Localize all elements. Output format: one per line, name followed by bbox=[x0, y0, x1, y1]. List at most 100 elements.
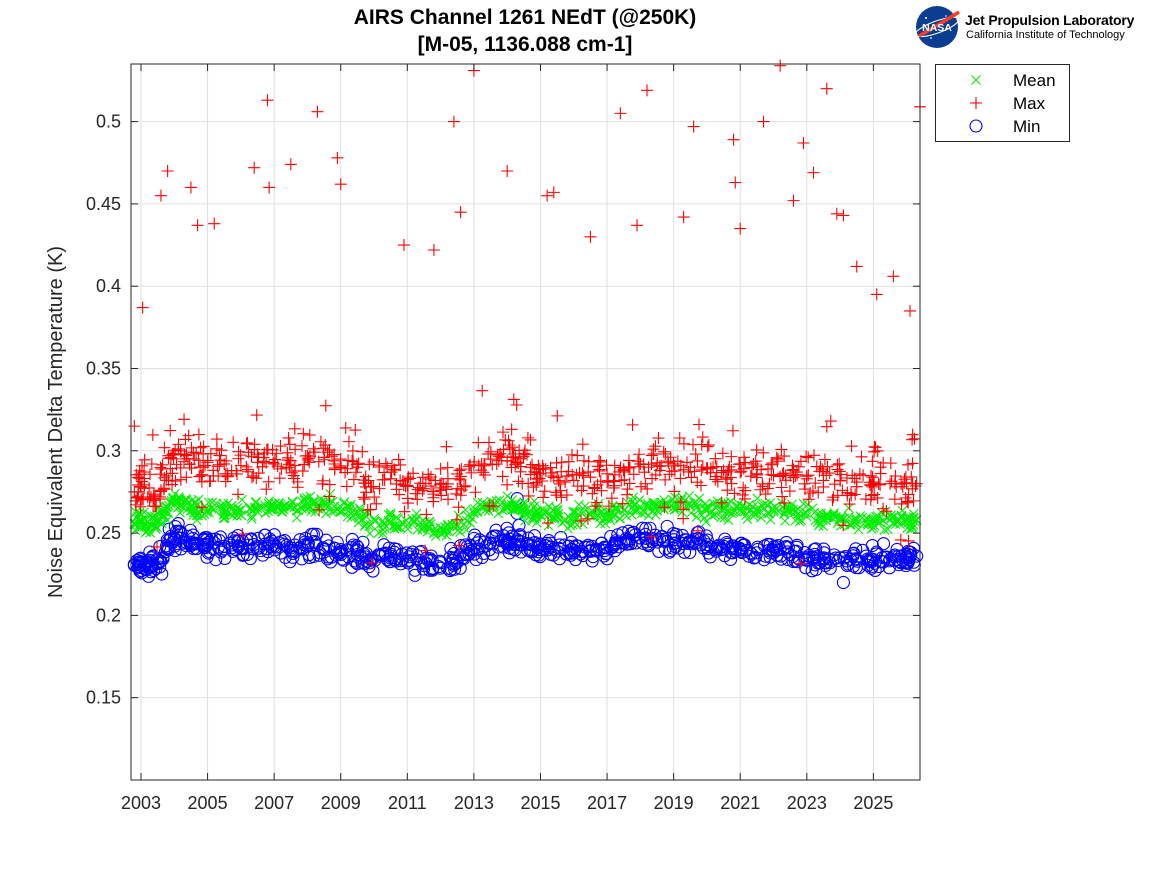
data-point-mean bbox=[441, 526, 452, 537]
data-point-min bbox=[736, 538, 750, 552]
data-point-min bbox=[521, 531, 535, 545]
data-point-max bbox=[554, 484, 567, 497]
data-point-mean bbox=[289, 502, 299, 513]
data-point-max bbox=[144, 468, 157, 481]
data-point-max bbox=[645, 449, 658, 462]
data-point-max bbox=[813, 465, 826, 478]
data-point-mean bbox=[824, 512, 834, 522]
data-point-min bbox=[837, 551, 851, 565]
data-point-max bbox=[192, 428, 205, 441]
data-point-min bbox=[433, 561, 447, 575]
data-point-max bbox=[689, 448, 702, 461]
data-point-min bbox=[817, 546, 831, 560]
outlier-point-max bbox=[154, 189, 167, 202]
data-point-mean bbox=[151, 522, 162, 532]
data-point-mean bbox=[173, 491, 184, 502]
data-point-max bbox=[834, 474, 847, 487]
data-point-mean bbox=[326, 506, 337, 517]
data-point-max bbox=[365, 480, 378, 493]
data-point-max bbox=[183, 458, 196, 471]
data-point-min bbox=[246, 542, 260, 556]
data-point-max bbox=[641, 482, 654, 495]
data-point-max bbox=[754, 483, 767, 496]
data-point-max bbox=[896, 480, 909, 493]
series-max bbox=[128, 59, 926, 570]
data-point-mean bbox=[211, 498, 222, 509]
data-point-max bbox=[196, 468, 209, 481]
data-point-max bbox=[907, 494, 920, 507]
data-point-min bbox=[222, 536, 237, 550]
data-point-max bbox=[674, 472, 687, 485]
data-point-max bbox=[575, 514, 588, 527]
data-point-max bbox=[906, 477, 919, 490]
data-point-max bbox=[895, 478, 908, 491]
data-point-max bbox=[510, 399, 523, 412]
data-point-max bbox=[715, 496, 728, 509]
data-point-mean bbox=[691, 512, 702, 522]
outlier-point-max bbox=[734, 222, 747, 235]
data-point-max bbox=[774, 470, 787, 483]
data-point-max bbox=[323, 478, 336, 491]
outlier-point-max bbox=[687, 120, 700, 133]
data-point-min bbox=[643, 521, 657, 535]
data-point-max bbox=[549, 486, 562, 499]
outlier-point-max bbox=[427, 243, 440, 256]
data-point-max bbox=[393, 488, 406, 501]
data-point-min bbox=[485, 547, 500, 561]
data-point-min bbox=[468, 528, 482, 542]
data-point-mean bbox=[876, 507, 887, 518]
data-point-max bbox=[608, 468, 621, 481]
y-tick-label: 0.15 bbox=[86, 688, 121, 708]
data-point-mean bbox=[573, 499, 584, 510]
data-point-max bbox=[695, 463, 708, 476]
data-point-max bbox=[761, 482, 774, 495]
outlier-point-max bbox=[787, 194, 800, 207]
data-point-mean bbox=[723, 515, 734, 526]
data-point-max bbox=[465, 466, 478, 479]
data-point-min bbox=[877, 537, 891, 551]
data-point-mean bbox=[264, 496, 275, 507]
outlier-point-max bbox=[807, 166, 820, 179]
data-point-min bbox=[621, 532, 635, 546]
data-point-min bbox=[401, 556, 415, 570]
data-point-max bbox=[402, 471, 415, 484]
outlier-point-max bbox=[454, 206, 467, 219]
data-point-max bbox=[739, 456, 752, 469]
data-point-max bbox=[833, 457, 846, 470]
outlier-point-max bbox=[397, 239, 410, 252]
data-point-max bbox=[283, 438, 296, 451]
data-point-max bbox=[319, 439, 332, 452]
data-point-mean bbox=[846, 520, 856, 530]
data-point-mean bbox=[637, 505, 648, 516]
data-point-mean bbox=[843, 503, 854, 513]
data-point-max bbox=[657, 445, 670, 458]
data-point-max bbox=[895, 497, 908, 510]
data-point-max bbox=[156, 458, 169, 471]
data-point-max bbox=[492, 454, 505, 467]
data-point-mean bbox=[131, 507, 142, 517]
data-point-mean bbox=[389, 520, 400, 531]
data-point-min bbox=[467, 547, 481, 561]
data-point-max bbox=[524, 433, 537, 446]
data-point-mean bbox=[411, 514, 422, 524]
legend-label: Mean bbox=[1013, 71, 1056, 90]
outlier-point-max bbox=[191, 219, 204, 232]
data-point-max bbox=[673, 432, 686, 444]
data-point-mean bbox=[821, 512, 832, 523]
axis-ticks: 2003 2005 2007 2009 2011 2013 2015 2017 2019 2021… bbox=[86, 64, 920, 813]
data-point-max bbox=[874, 467, 887, 480]
data-point-max bbox=[297, 427, 310, 440]
jpl-subtitle: California Institute of Technology bbox=[966, 29, 1125, 41]
data-point-max bbox=[157, 483, 170, 496]
data-point-max bbox=[514, 465, 527, 478]
data-point-max bbox=[855, 450, 868, 463]
data-point-max bbox=[802, 493, 815, 506]
data-point-max bbox=[560, 469, 573, 482]
data-point-max bbox=[538, 485, 551, 498]
data-point-max bbox=[342, 454, 355, 467]
data-point-max bbox=[172, 442, 185, 455]
data-point-mean bbox=[342, 511, 353, 522]
data-point-max bbox=[709, 473, 722, 486]
data-point-max bbox=[570, 468, 583, 481]
legend-marker bbox=[971, 75, 981, 85]
